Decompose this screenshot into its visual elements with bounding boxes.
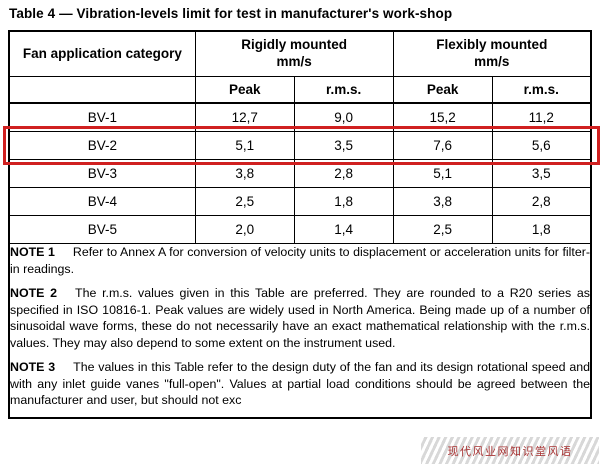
sub-header-row: Peak r.m.s. Peak r.m.s. bbox=[8, 76, 592, 104]
category-cell: BV-1 bbox=[8, 102, 196, 132]
col-header-rigidly-mounted: Rigidly mounted mm/s bbox=[194, 30, 394, 77]
value-cell: 3,8 bbox=[194, 159, 295, 188]
table-row-bv2: BV-2 5,1 3,5 7,6 5,6 bbox=[8, 131, 592, 160]
col-header-flexibly-mounted: Flexibly mounted mm/s bbox=[392, 30, 592, 77]
value-cell: 2,0 bbox=[194, 215, 295, 244]
notes-cell: NOTE 1 Refer to Annex A for conversion of… bbox=[8, 243, 592, 418]
group-label: Rigidly mounted bbox=[241, 37, 348, 53]
note-text: The values in this Table refer to the de… bbox=[10, 360, 590, 407]
table-row-bv1: BV-1 12,7 9,0 15,2 11,2 bbox=[8, 102, 592, 132]
value-cell: 5,1 bbox=[194, 131, 295, 160]
col-header-category: Fan application category bbox=[8, 30, 196, 77]
value-cell: 9,0 bbox=[293, 102, 394, 132]
table-row-bv3: BV-3 3,8 2,8 5,1 3,5 bbox=[8, 159, 592, 188]
table-title: Table 4 — Vibration-levels limit for tes… bbox=[9, 6, 453, 21]
vibration-limits-table: Fan application category Rigidly mounted… bbox=[8, 30, 592, 419]
value-cell: 1,4 bbox=[293, 215, 394, 244]
category-cell: BV-2 bbox=[8, 131, 196, 160]
value-cell: 11,2 bbox=[491, 102, 592, 132]
value-cell: 2,5 bbox=[392, 215, 493, 244]
note-label: NOTE 2 bbox=[10, 286, 58, 300]
note-text: Refer to Annex A for conversion of veloc… bbox=[10, 245, 590, 276]
value-cell: 15,2 bbox=[392, 102, 493, 132]
sub-header-peak: Peak bbox=[194, 76, 295, 104]
note-3: NOTE 3 The values in this Table refer to … bbox=[10, 359, 590, 409]
group-header-row: Fan application category Rigidly mounted… bbox=[8, 30, 592, 77]
group-unit: mm/s bbox=[276, 54, 312, 69]
watermark: 现代风业网知识堂风语 bbox=[421, 437, 599, 464]
value-cell: 3,5 bbox=[491, 159, 592, 188]
table-row-bv4: BV-4 2,5 1,8 3,8 2,8 bbox=[8, 187, 592, 216]
value-cell: 5,6 bbox=[491, 131, 592, 160]
category-cell: BV-3 bbox=[8, 159, 196, 188]
value-cell: 1,8 bbox=[293, 187, 394, 216]
sub-header-peak: Peak bbox=[392, 76, 493, 104]
sub-header-rms: r.m.s. bbox=[491, 76, 592, 104]
notes-row: NOTE 1 Refer to Annex A for conversion of… bbox=[8, 243, 592, 418]
group-label: Flexibly mounted bbox=[436, 37, 548, 53]
note-label: NOTE 1 bbox=[10, 245, 55, 259]
note-2: NOTE 2 The r.m.s. values given in this Ta… bbox=[10, 285, 590, 351]
value-cell: 3,5 bbox=[293, 131, 394, 160]
value-cell: 12,7 bbox=[194, 102, 295, 132]
value-cell: 2,5 bbox=[194, 187, 295, 216]
value-cell: 1,8 bbox=[491, 215, 592, 244]
empty-header-cell bbox=[8, 76, 196, 104]
value-cell: 2,8 bbox=[293, 159, 394, 188]
note-text: The r.m.s. values given in this Table ar… bbox=[10, 286, 590, 350]
table-row-bv5: BV-5 2,0 1,4 2,5 1,8 bbox=[8, 215, 592, 244]
category-cell: BV-5 bbox=[8, 215, 196, 244]
value-cell: 5,1 bbox=[392, 159, 493, 188]
value-cell: 3,8 bbox=[392, 187, 493, 216]
value-cell: 7,6 bbox=[392, 131, 493, 160]
category-cell: BV-4 bbox=[8, 187, 196, 216]
note-1: NOTE 1 Refer to Annex A for conversion of… bbox=[10, 244, 590, 277]
sub-header-rms: r.m.s. bbox=[293, 76, 394, 104]
value-cell: 2,8 bbox=[491, 187, 592, 216]
group-unit: mm/s bbox=[474, 54, 510, 69]
note-label: NOTE 3 bbox=[10, 360, 56, 374]
